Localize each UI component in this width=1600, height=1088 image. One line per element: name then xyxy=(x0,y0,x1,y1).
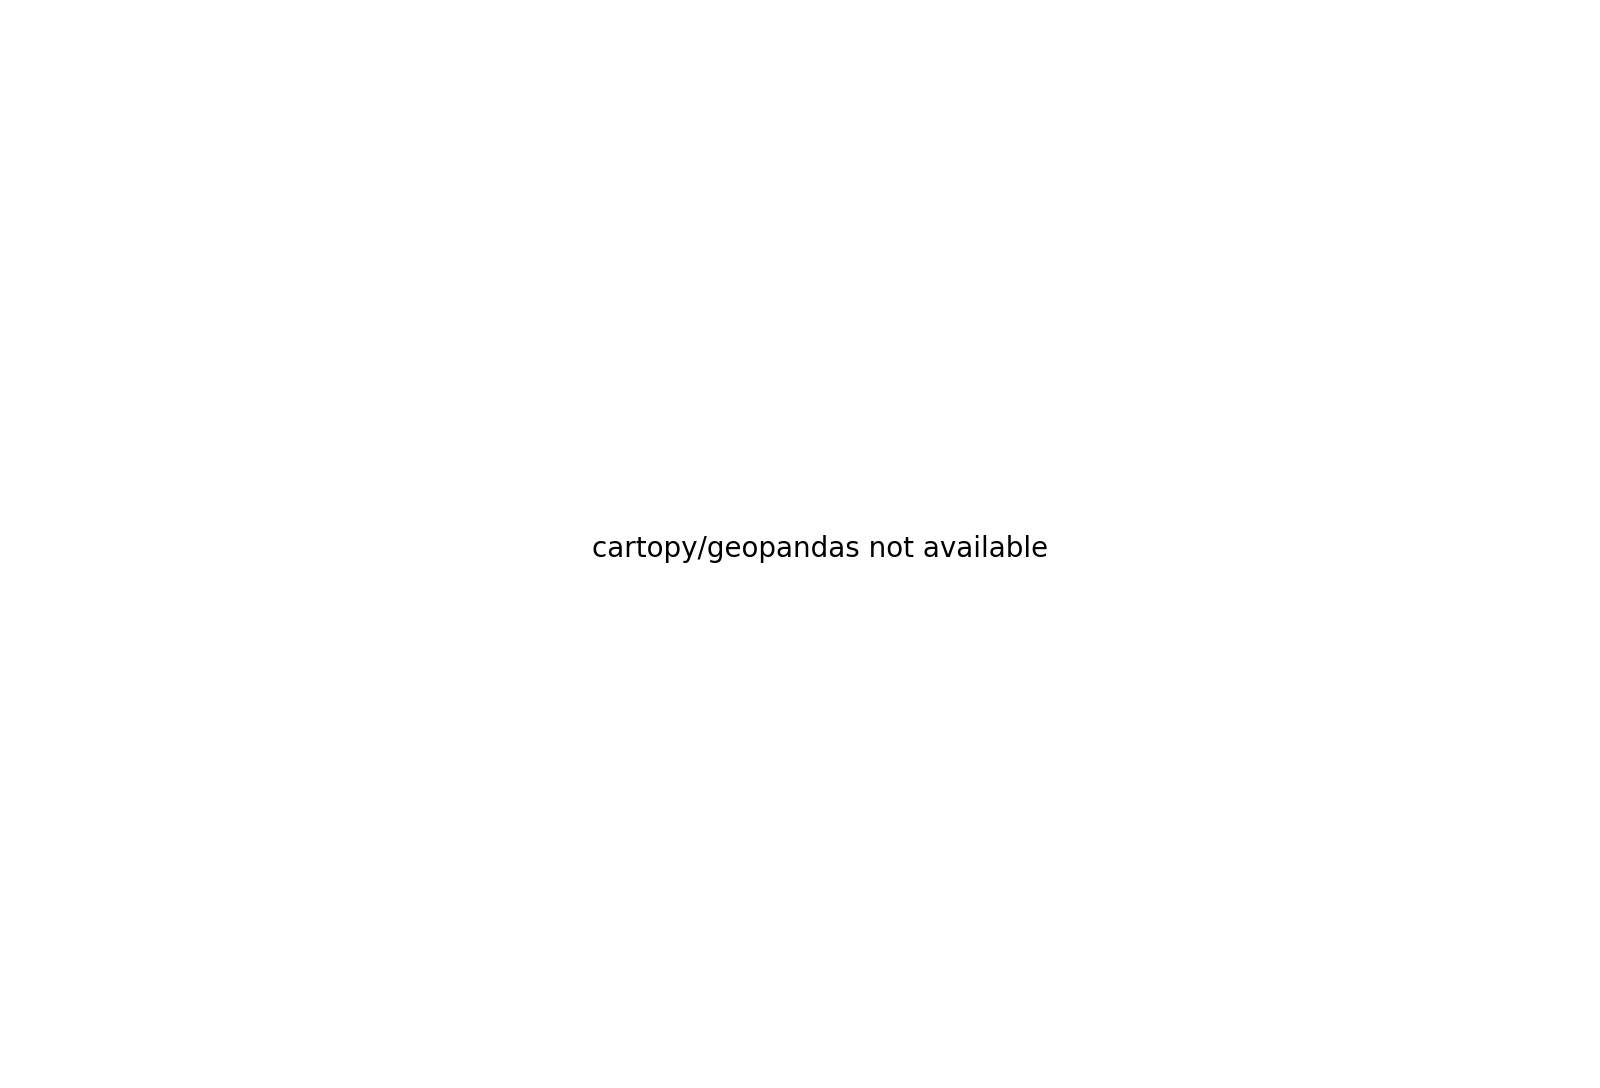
Text: cartopy/geopandas not available: cartopy/geopandas not available xyxy=(592,535,1048,564)
